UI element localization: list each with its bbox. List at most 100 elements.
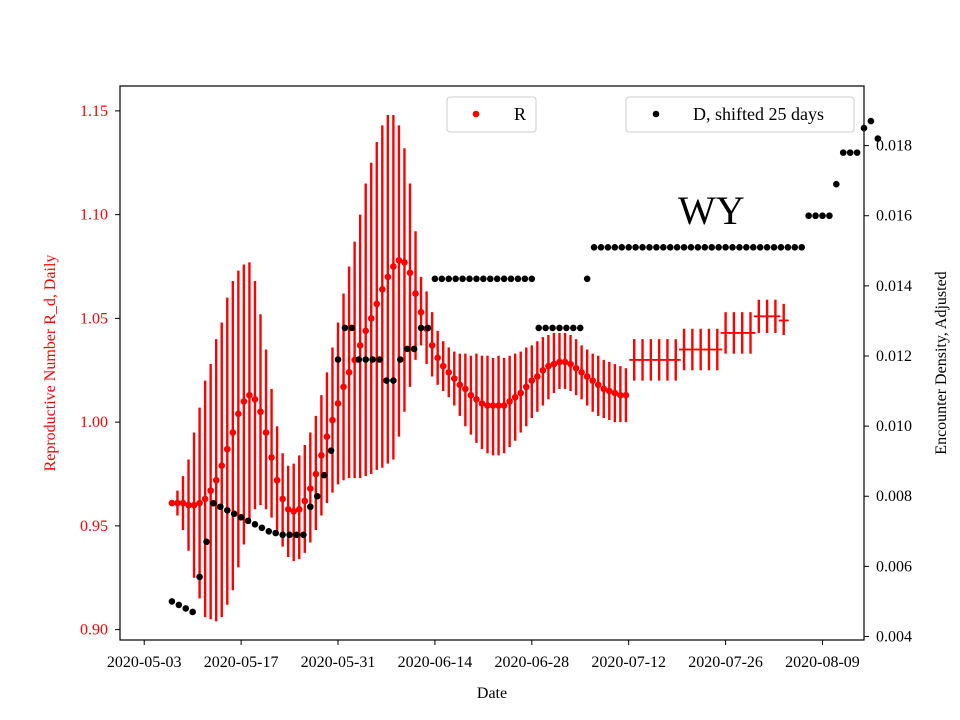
r-point-70 — [556, 358, 563, 366]
legend-d-box — [625, 96, 855, 133]
d-point-82 — [736, 243, 743, 251]
d-point-69 — [646, 243, 653, 251]
x-tick-label-7: 2020-08-09 — [785, 654, 860, 671]
r-point-42 — [401, 259, 408, 266]
r-point-56 — [478, 400, 486, 407]
r-point-36 — [367, 315, 375, 322]
d-point-35 — [410, 345, 418, 353]
r-point-82 — [622, 391, 630, 399]
r-point-21 — [284, 505, 292, 513]
d-point-58 — [570, 324, 577, 332]
y-right-tick-label-2: 0.008 — [876, 488, 912, 505]
d-point-97 — [839, 149, 847, 156]
d-point-34 — [403, 345, 411, 353]
d-point-47 — [493, 275, 501, 283]
d-point-6 — [210, 499, 217, 507]
d-point-7 — [217, 503, 224, 511]
d-point-8 — [223, 506, 231, 514]
d-point-40 — [445, 275, 453, 283]
r-point-58 — [489, 402, 497, 409]
d-point-30 — [376, 356, 383, 363]
r-point-11 — [229, 429, 237, 436]
d-point-101 — [867, 117, 875, 125]
y-left-tick-label-4: 1.10 — [80, 207, 108, 224]
x-tick-label-2: 2020-05-31 — [301, 654, 376, 671]
r-point-68 — [545, 362, 552, 370]
r-point-47 — [428, 342, 436, 349]
r-point-35 — [362, 327, 369, 335]
d-point-98 — [846, 149, 854, 156]
r-point-6 — [201, 495, 209, 503]
d-point-37 — [424, 324, 432, 332]
d-point-66 — [625, 243, 632, 251]
d-point-49 — [507, 275, 515, 283]
r-point-29 — [329, 416, 336, 424]
r-point-60 — [500, 402, 508, 409]
d-point-55 — [549, 324, 556, 332]
d-point-17 — [286, 531, 293, 539]
d-point-2 — [182, 605, 190, 612]
d-point-99 — [853, 149, 861, 156]
d-point-85 — [756, 243, 764, 251]
r-point-72 — [567, 360, 574, 368]
legend-r-label: R — [514, 104, 526, 124]
d-point-21 — [313, 492, 321, 500]
r-point-65 — [528, 377, 536, 384]
d-point-52 — [528, 275, 536, 283]
r-point-26 — [312, 470, 320, 478]
x-tick-label-5: 2020-07-12 — [591, 654, 666, 671]
x-tick-label-4: 2020-06-28 — [494, 654, 569, 671]
d-point-41 — [452, 275, 459, 283]
r-point-12 — [235, 410, 242, 418]
d-point-4 — [196, 573, 203, 581]
d-point-60 — [583, 275, 591, 283]
r-point-73 — [572, 364, 580, 372]
d-point-90 — [791, 243, 799, 251]
d-point-22 — [320, 471, 328, 479]
r-point-38 — [379, 286, 386, 293]
y-right-tick-label-1: 0.006 — [876, 558, 912, 575]
d-point-96 — [833, 180, 840, 188]
r-point-16 — [257, 408, 264, 416]
d-point-63 — [604, 243, 612, 251]
r-point-63 — [517, 389, 525, 397]
d-point-12 — [251, 520, 259, 528]
r-point-71 — [561, 358, 569, 366]
r-point-27 — [318, 452, 325, 459]
d-point-71 — [659, 243, 667, 251]
d-point-46 — [486, 275, 494, 283]
r-point-9 — [218, 462, 226, 470]
y-right-tick-label-5: 0.014 — [876, 278, 912, 295]
d-point-81 — [729, 243, 736, 251]
y-right-tick-label-4: 0.012 — [876, 348, 912, 365]
x-axis: 2020-05-03 2020-05-17 2020-05-31 2020-06-14… — [107, 640, 860, 671]
r-point-44 — [412, 290, 419, 297]
r-point-28 — [323, 433, 331, 440]
d-point-44 — [473, 275, 480, 283]
d-point-36 — [417, 324, 425, 332]
d-series — [168, 117, 882, 616]
r-point-14 — [246, 391, 253, 399]
d-point-14 — [265, 528, 273, 535]
r-point-61 — [506, 398, 513, 405]
d-point-88 — [777, 243, 785, 251]
legend-d-marker — [652, 110, 660, 118]
d-point-92 — [805, 212, 812, 220]
r-point-13 — [240, 398, 248, 405]
r-point-66 — [534, 373, 541, 380]
d-point-86 — [763, 243, 771, 251]
d-point-72 — [666, 243, 674, 251]
x-tick-label-0: 2020-05-03 — [107, 654, 182, 671]
x-tick-label-3: 2020-06-14 — [398, 654, 473, 671]
y-axis-left: 0.90 0.95 1.00 1.05 1.10 1.15 — [80, 103, 120, 639]
d-point-26 — [348, 324, 356, 332]
r-point-76 — [589, 377, 596, 384]
d-point-93 — [812, 212, 819, 220]
d-point-102 — [874, 135, 882, 142]
d-point-50 — [514, 275, 522, 283]
d-point-56 — [556, 324, 563, 332]
d-point-79 — [715, 243, 722, 251]
r-point-20 — [279, 495, 286, 503]
y-left-tick-label-0: 0.90 — [80, 622, 108, 639]
y-axis-right-title: Encounter Density, Adjusted — [933, 271, 950, 454]
